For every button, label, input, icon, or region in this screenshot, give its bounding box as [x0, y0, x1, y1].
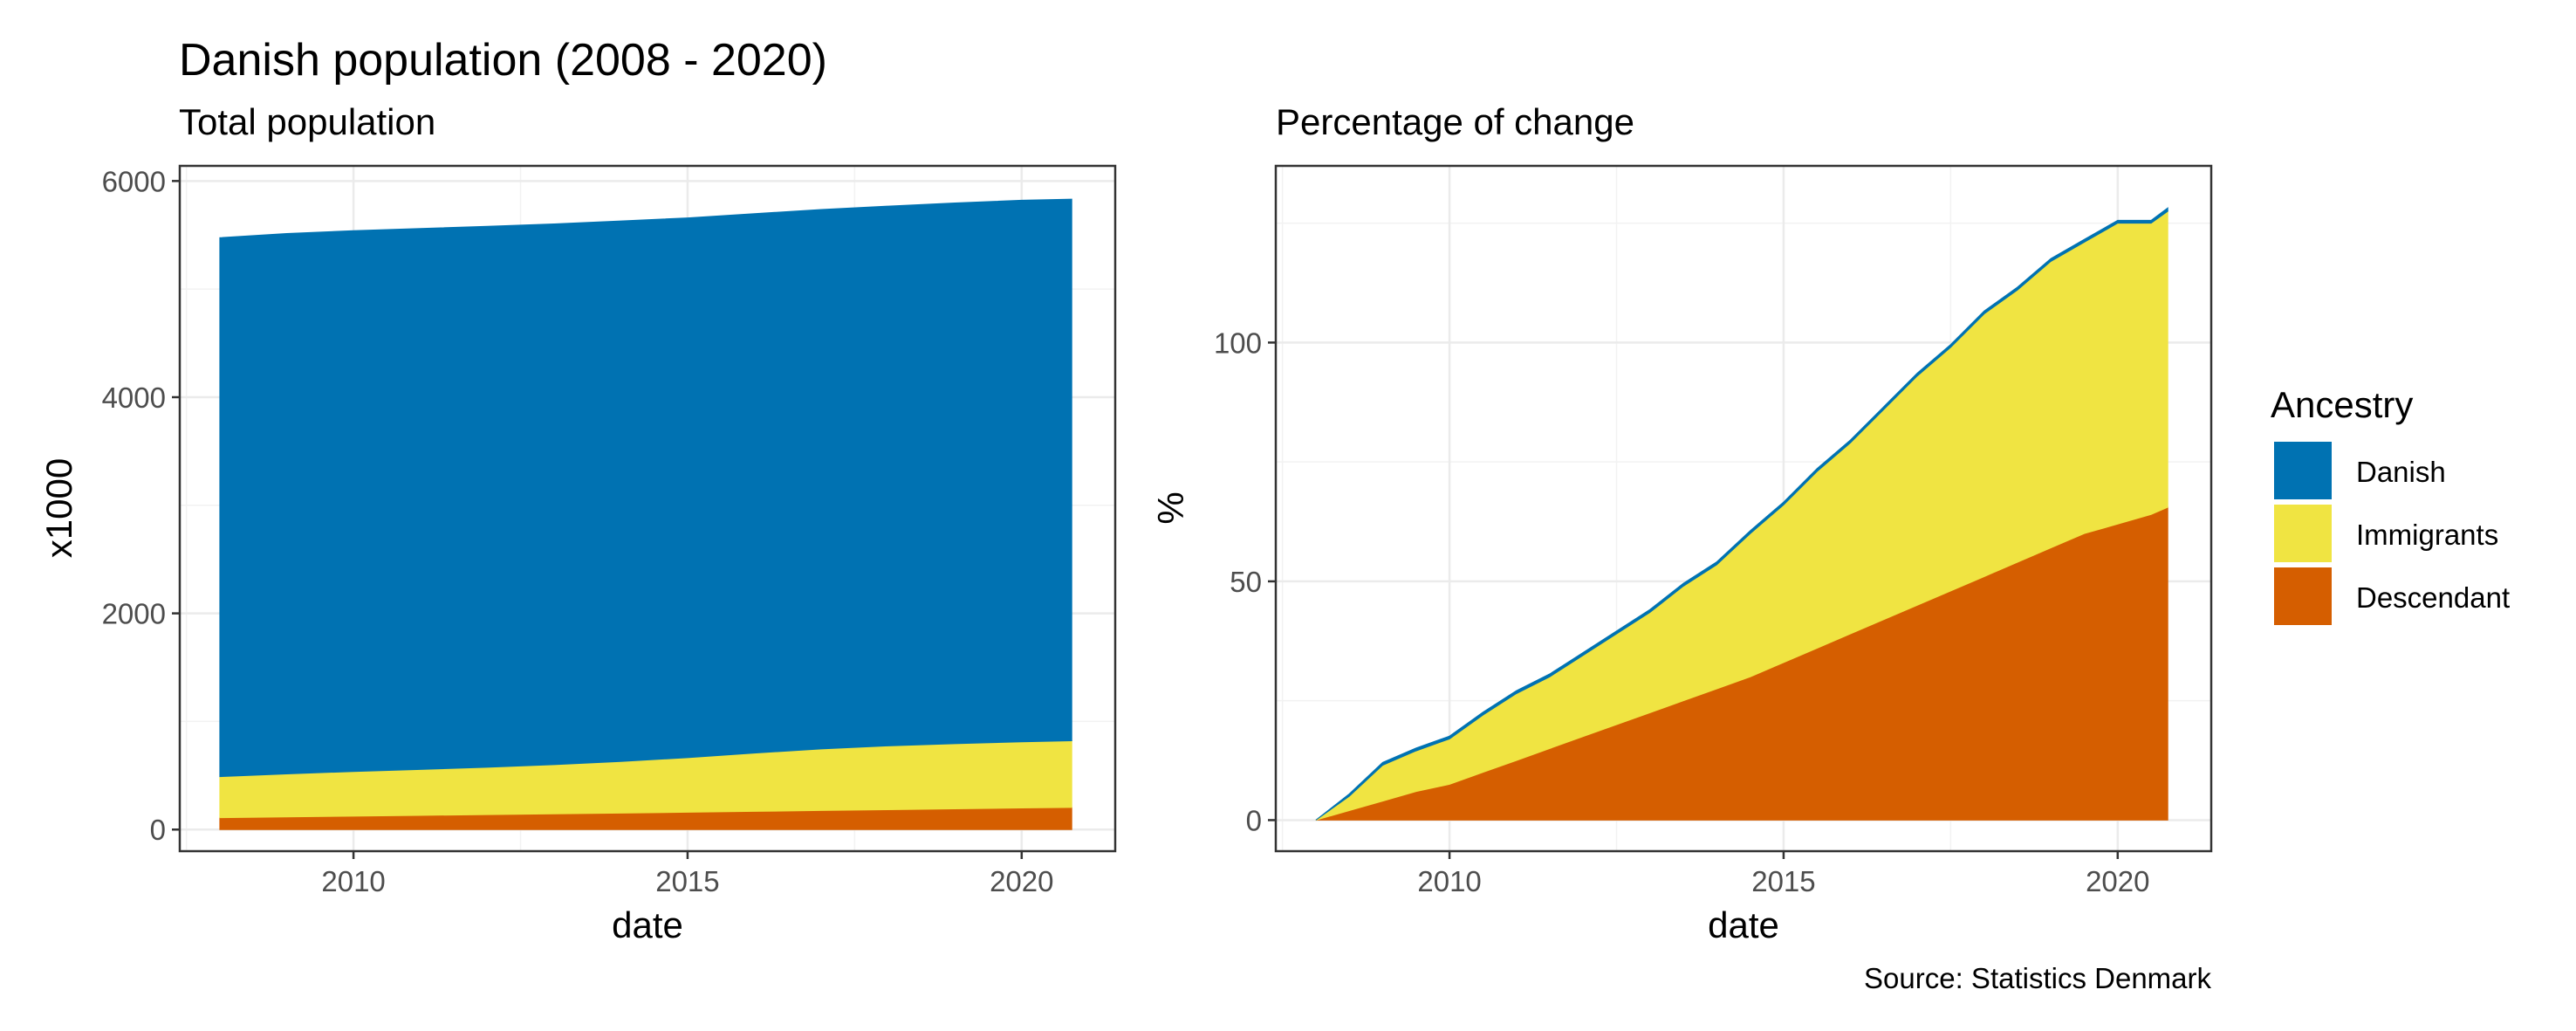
x-axis-label: date — [612, 904, 683, 945]
x-tick-label: 2020 — [990, 865, 1053, 897]
x-tick-label: 2010 — [1417, 865, 1481, 897]
caption: Source: Statistics Denmark — [1864, 962, 2211, 994]
y-tick-label: 0 — [1246, 804, 1262, 836]
y-tick-label: 0 — [150, 814, 166, 846]
legend-label-danish: Danish — [2356, 456, 2446, 488]
panel-percentage-change: Percentage of change 2010 2015 2020050100 … — [1150, 101, 2213, 945]
y-tick-label: 6000 — [102, 165, 166, 197]
legend-key-danish — [2274, 442, 2332, 499]
legend: Ancestry Danish Immigrants Descendant — [2271, 384, 2510, 625]
legend-label-descendant: Descendant — [2356, 581, 2510, 614]
y-tick-label: 2000 — [102, 598, 166, 630]
area-layers — [1315, 207, 2168, 821]
area-danish — [219, 198, 1072, 778]
area-layers — [219, 198, 1072, 830]
area-danish — [1315, 207, 2168, 821]
panel-subtitle: Percentage of change — [1276, 101, 1634, 142]
plot-border — [1274, 164, 2213, 853]
x-tick-label: 2015 — [1751, 865, 1815, 897]
y-tick-label: 100 — [1214, 326, 1262, 359]
x-tick-label: 2015 — [655, 865, 719, 897]
y-tick-label: 4000 — [102, 381, 166, 414]
x-tick-label: 2010 — [321, 865, 385, 897]
x-axis-label: date — [1708, 904, 1779, 945]
legend-title: Ancestry — [2271, 384, 2413, 425]
legend-label-immigrants: Immigrants — [2356, 519, 2498, 551]
y-axis-label: x1000 — [38, 458, 79, 558]
y-axis-label: % — [1150, 491, 1191, 524]
axis-ticks: 2010 2015 2020 0 50 100 — [1214, 326, 2150, 897]
x-tick-label: 2020 — [2086, 865, 2149, 897]
legend-key-descendant — [2274, 567, 2332, 625]
y-tick-label: 50 — [1230, 566, 1262, 598]
axis-ticks: 2010 2015 2020 0 2000 4000 6000 — [102, 165, 1054, 897]
plot-border — [178, 164, 1117, 853]
panel-total-population: Total population 2010 2015 2020 0 2000 4000 60… — [38, 101, 1117, 945]
chart-title: Danish population (2008 - 2020) — [179, 35, 827, 86]
legend-key-immigrants — [2274, 505, 2332, 562]
panel-subtitle: Total population — [179, 101, 435, 142]
